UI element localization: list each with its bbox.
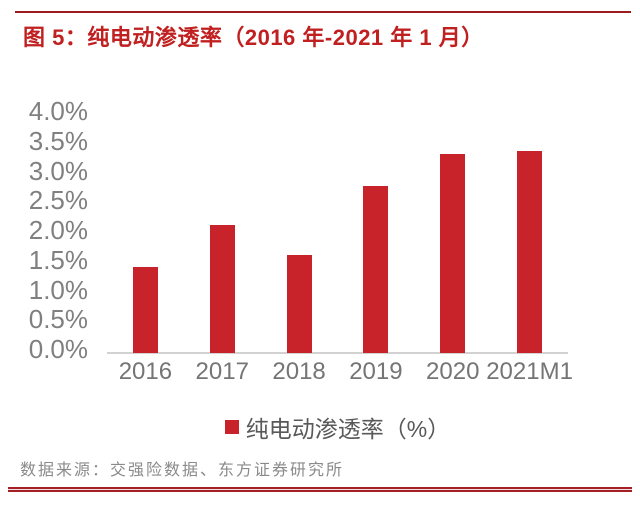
legend-marker-square [224, 420, 239, 434]
y-tick-label: 1.0% [28, 274, 88, 305]
bar-2019 [363, 186, 389, 353]
bar-2018 [286, 254, 312, 353]
bar-2017 [209, 225, 235, 353]
x-tick-label: 2017 [195, 358, 249, 385]
x-tick-label: 2021M1 [486, 358, 573, 385]
y-tick-label: 2.5% [28, 185, 88, 216]
y-tick-label: 3.5% [28, 125, 88, 156]
y-tick-label: 2.0% [28, 215, 88, 245]
y-tick-label: 0.0% [28, 334, 88, 364]
bar-2016 [132, 266, 158, 353]
x-tick-label: 2019 [349, 358, 403, 385]
x-tick-label: 2016 [118, 358, 173, 385]
x-tick-label: 2018 [272, 358, 326, 385]
legend-label: 纯电动渗透率（%） [245, 416, 451, 442]
figure-title: 图 5：纯电动渗透率（2016 年-2021 年 1 月） [23, 25, 484, 50]
bev-penetration-bar-chart: 0.0% 0.5% 1.0% 1.5% 2.0% 2.5% 3.0% 3.5% 4.0% 201… [28, 96, 573, 442]
x-axis-line [107, 352, 568, 354]
y-tick-label: 3.0% [28, 155, 88, 186]
legend: 纯电动渗透率（%） [107, 412, 568, 442]
x-tick-label: 2020 [426, 358, 480, 385]
data-source-note: 数据来源：交强险数据、东方证券研究所 [20, 462, 345, 479]
bottom-divider-line [8, 487, 632, 492]
top-divider-line [15, 11, 631, 13]
y-tick-label: 1.5% [28, 244, 88, 275]
y-tick-label: 0.5% [28, 304, 88, 335]
y-tick-label: 4.0% [28, 96, 88, 126]
bar-2020 [440, 153, 466, 353]
bar-2021M1 [517, 150, 543, 353]
